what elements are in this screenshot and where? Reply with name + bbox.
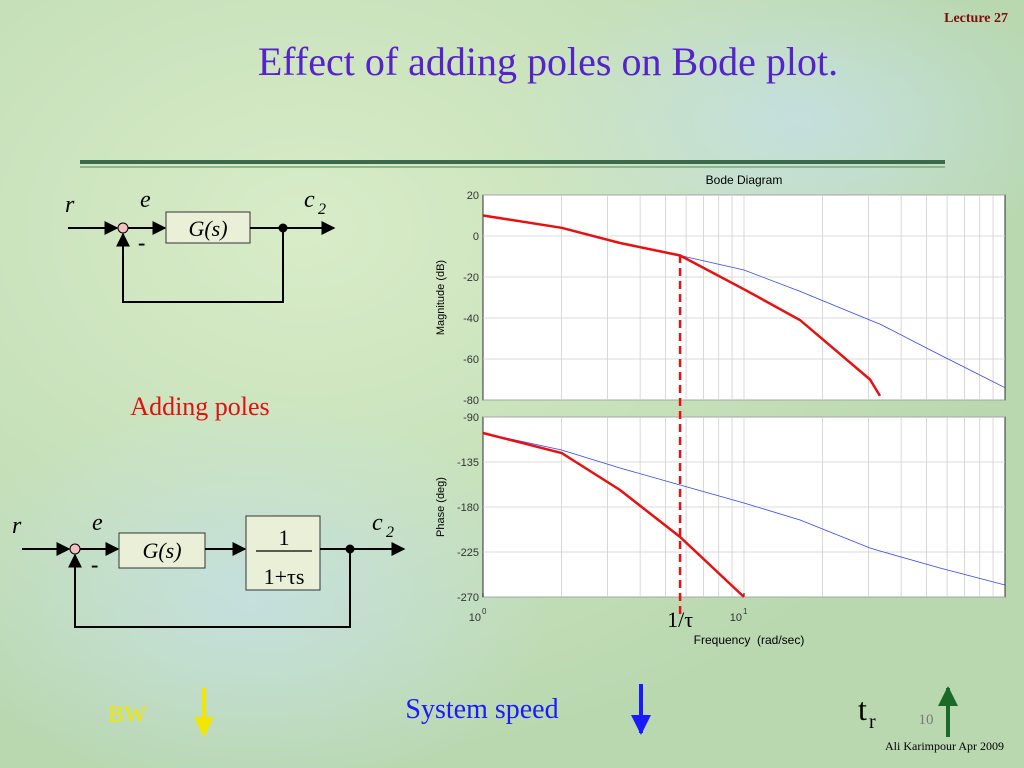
output-label: c — [372, 510, 383, 536]
y-tick-label: -60 — [463, 354, 479, 366]
slide-title: Effect of adding poles on Bode plot. — [258, 39, 838, 84]
bode-plot: 20 0 -20 -40 -60 -80 Bode Diagram Magnitude (dB… — [435, 173, 1006, 647]
y-tick-label: -90 — [463, 412, 479, 424]
block-diagram-1 — [68, 211, 336, 303]
block-label: G(s) — [142, 538, 181, 563]
error-label: e — [92, 510, 103, 536]
adding-poles-label: Adding poles — [130, 392, 269, 421]
error-label: e — [140, 187, 151, 213]
rise-time-label: t — [858, 691, 867, 727]
block-label: G(s) — [188, 216, 227, 241]
y-tick-label: -180 — [457, 502, 479, 514]
y-tick-label: -20 — [463, 272, 479, 284]
pole-numerator: 1 — [279, 525, 290, 550]
x-tick-exponent: 0 — [482, 607, 487, 616]
y-axis-label: Phase (deg) — [435, 477, 447, 537]
y-tick-label: -80 — [463, 395, 479, 407]
series-line — [482, 431, 745, 598]
y-tick-label: 20 — [467, 190, 479, 202]
marker-label: 1/τ — [667, 607, 693, 632]
system-speed-label: System speed — [405, 694, 558, 725]
x-axis-label: Frequency (rad/sec) — [694, 633, 805, 647]
series-line — [482, 432, 1006, 586]
page-number: 10 — [919, 712, 934, 728]
y-tick-label: -40 — [463, 313, 479, 325]
output-label: c — [304, 187, 315, 213]
output-subscript: 2 — [386, 524, 394, 541]
input-label: r — [12, 513, 22, 539]
footer: Ali Karimpour Apr 2009 — [885, 739, 1004, 753]
pole-denominator: 1+τs — [264, 564, 305, 589]
bw-label: BW — [108, 702, 147, 728]
x-tick-label: 10 — [469, 612, 481, 624]
rise-time-subscript: r — [869, 711, 876, 733]
sign-label: - — [91, 552, 98, 577]
y-tick-label: 0 — [473, 231, 479, 243]
y-axis-label: Magnitude (dB) — [435, 260, 447, 335]
lecture-label: Lecture 27 — [944, 11, 1008, 26]
input-label: r — [65, 192, 75, 218]
x-tick-exponent: 1 — [743, 607, 748, 616]
y-tick-label: -225 — [457, 547, 479, 559]
y-tick-label: -270 — [457, 592, 479, 604]
block-diagram-2 — [22, 515, 406, 628]
sign-label: - — [138, 230, 145, 255]
chart-title: Bode Diagram — [706, 173, 783, 187]
series-line — [482, 214, 882, 397]
y-tick-label: -135 — [457, 457, 479, 469]
x-tick-label: 10 — [730, 612, 742, 624]
output-subscript: 2 — [318, 201, 326, 218]
